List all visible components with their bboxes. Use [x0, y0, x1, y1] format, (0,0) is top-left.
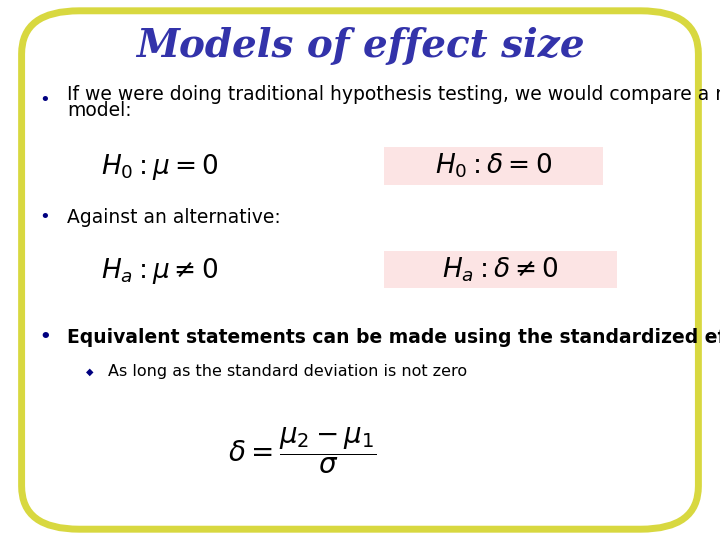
- Text: •: •: [40, 208, 50, 226]
- FancyBboxPatch shape: [384, 147, 603, 185]
- Text: Against an alternative:: Against an alternative:: [67, 207, 281, 227]
- Text: •: •: [40, 328, 51, 347]
- Text: As long as the standard deviation is not zero: As long as the standard deviation is not…: [108, 364, 467, 379]
- Text: $H_a : \mu \neq 0$: $H_a : \mu \neq 0$: [101, 256, 218, 286]
- FancyBboxPatch shape: [22, 11, 698, 529]
- Text: If we were doing traditional hypothesis testing, we would compare a null: If we were doing traditional hypothesis …: [67, 85, 720, 104]
- Text: model:: model:: [67, 101, 132, 120]
- Text: $H_0 : \delta = 0$: $H_0 : \delta = 0$: [435, 152, 552, 180]
- Text: $H_0 : \mu = 0$: $H_0 : \mu = 0$: [101, 152, 218, 183]
- Text: Equivalent statements can be made using the standardized effect size: Equivalent statements can be made using …: [67, 328, 720, 347]
- FancyBboxPatch shape: [384, 251, 617, 288]
- Text: Models of effect size: Models of effect size: [135, 27, 585, 65]
- Text: $H_a : \delta \neq 0$: $H_a : \delta \neq 0$: [442, 255, 559, 284]
- Text: •: •: [40, 91, 50, 109]
- Text: $\delta = \dfrac{\mu_2 - \mu_1}{\sigma}$: $\delta = \dfrac{\mu_2 - \mu_1}{\sigma}$: [228, 426, 377, 476]
- Text: ◆: ◆: [86, 367, 94, 376]
